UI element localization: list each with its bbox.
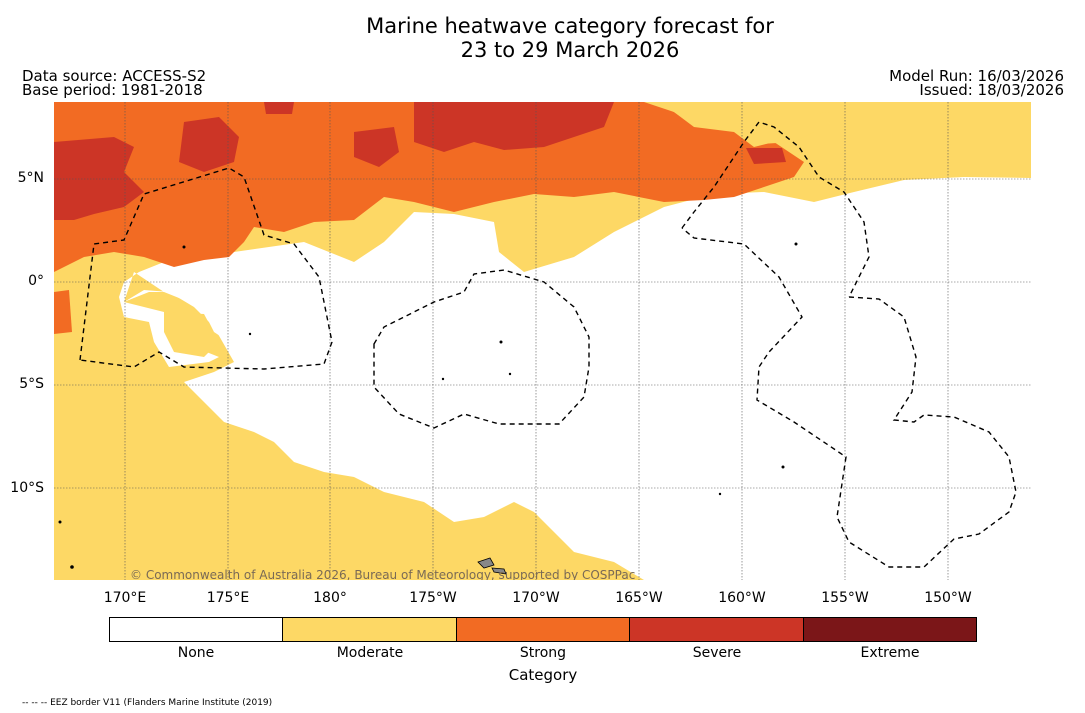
lon-tick-165w: 165°W — [615, 590, 663, 606]
model-run-text: Model Run: 16/03/2026 — [889, 67, 1064, 85]
lat-tick-0: 0° — [28, 273, 44, 289]
strong-region-west-edge — [54, 290, 72, 334]
strong-region-north — [54, 102, 804, 272]
moderate-region-northeast — [654, 102, 829, 144]
island-dot — [508, 372, 512, 376]
lat-tick-5s: 5°S — [19, 376, 44, 392]
lon-tick-175w: 175°W — [409, 590, 457, 606]
eez-border-tuvalu-kiribati-west — [79, 167, 333, 370]
island-dot — [794, 242, 798, 246]
legend-label-severe: Severe — [692, 645, 742, 661]
lon-tick-155w: 155°W — [821, 590, 869, 606]
lat-tick-10s: 10°S — [10, 480, 44, 496]
map-title-line2: 23 to 29 March 2026 — [460, 38, 680, 62]
islands — [58, 242, 798, 569]
samoa-island — [477, 557, 495, 569]
map-title-line1: Marine heatwave category forecast for — [366, 14, 774, 38]
legend-label-moderate: Moderate — [336, 645, 404, 661]
legend-swatch-strong — [456, 618, 631, 641]
island-dot — [58, 520, 62, 524]
eez-border-line-islands — [681, 121, 870, 298]
island-dot — [441, 377, 445, 381]
source-info: Data source: ACCESS-S2 Base period: 1981… — [22, 67, 207, 99]
map-title: Marine heatwave category forecast for 23… — [0, 14, 1085, 62]
map-canvas — [54, 102, 1031, 580]
legend-swatch-extreme — [803, 618, 977, 641]
island-dot — [781, 465, 785, 469]
base-period-text: Base period: 1981-2018 — [22, 81, 203, 99]
lon-tick-150w: 150°W — [924, 590, 972, 606]
moderate-region-equatorial-west — [164, 312, 219, 357]
severe-region-north-strip — [264, 102, 294, 114]
data-source-text: Data source: ACCESS-S2 — [22, 67, 207, 85]
none-region-west — [124, 262, 269, 364]
lon-tick-170e: 170°E — [103, 590, 147, 606]
island-dot — [499, 340, 503, 344]
forecast-map[interactable]: © Commonwealth of Australia 2026, Bureau… — [54, 102, 1031, 580]
lat-tick-5n: 5°N — [17, 170, 44, 186]
island-dot — [248, 332, 252, 336]
samoa-island-east — [491, 567, 507, 575]
legend-swatch-moderate — [283, 618, 457, 641]
legend-label-extreme: Extreme — [860, 645, 920, 661]
legend-label-none: None — [177, 645, 215, 661]
lon-tick-160w: 160°W — [718, 590, 766, 606]
legend-swatch-severe — [630, 618, 804, 641]
gridlines — [54, 102, 1031, 580]
island-dot — [182, 245, 186, 249]
legend-label-strong: Strong — [519, 645, 567, 661]
lon-tick-175e: 175°E — [206, 590, 250, 606]
none-region-central — [119, 177, 1031, 580]
run-info: Model Run: 16/03/2026 Issued: 18/03/2026 — [889, 67, 1064, 99]
issued-text: Issued: 18/03/2026 — [919, 81, 1064, 99]
lon-tick-180: 180° — [313, 590, 347, 606]
category-legend — [109, 617, 977, 642]
eez-footnote: -- -- -- EEZ border V11 (Flanders Marine… — [22, 698, 273, 708]
eez-borders — [79, 121, 1017, 568]
island-dot — [718, 492, 722, 496]
eez-border-line-islands-south — [681, 227, 1017, 568]
island-dot — [70, 565, 74, 569]
severe-region-northwest — [54, 137, 144, 220]
legend-title: Category — [508, 666, 578, 684]
severe-region-180 — [354, 127, 399, 167]
severe-region-175e — [179, 117, 239, 172]
severe-region-172w — [414, 102, 614, 152]
legend-swatch-none — [110, 618, 284, 641]
lon-tick-170w: 170°W — [512, 590, 560, 606]
severe-region-161w — [746, 148, 786, 164]
eez-border-phoenix — [373, 269, 590, 429]
copyright-notice: © Commonwealth of Australia 2026, Bureau… — [130, 568, 636, 580]
